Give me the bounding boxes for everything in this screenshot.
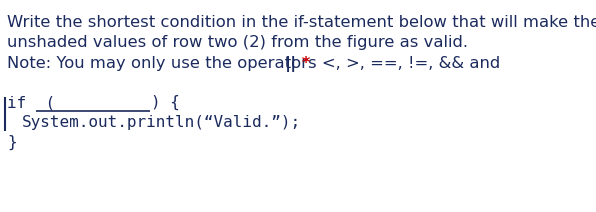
Text: ||: || [285, 56, 297, 72]
Text: }: } [7, 135, 17, 150]
Text: if  (: if ( [7, 95, 55, 110]
Text: System.out.println(“Valid.”);: System.out.println(“Valid.”); [22, 115, 302, 130]
Text: Note: You may only use the operators <, >, ==, !=, && and: Note: You may only use the operators <, … [7, 56, 505, 71]
Text: *: * [296, 56, 311, 71]
Text: Write the shortest condition in the if-statement below that will make the: Write the shortest condition in the if-s… [7, 15, 596, 30]
Text: unshaded values of row two (2) from the figure as valid.: unshaded values of row two (2) from the … [7, 35, 468, 50]
Text: ) {: ) { [151, 95, 180, 110]
